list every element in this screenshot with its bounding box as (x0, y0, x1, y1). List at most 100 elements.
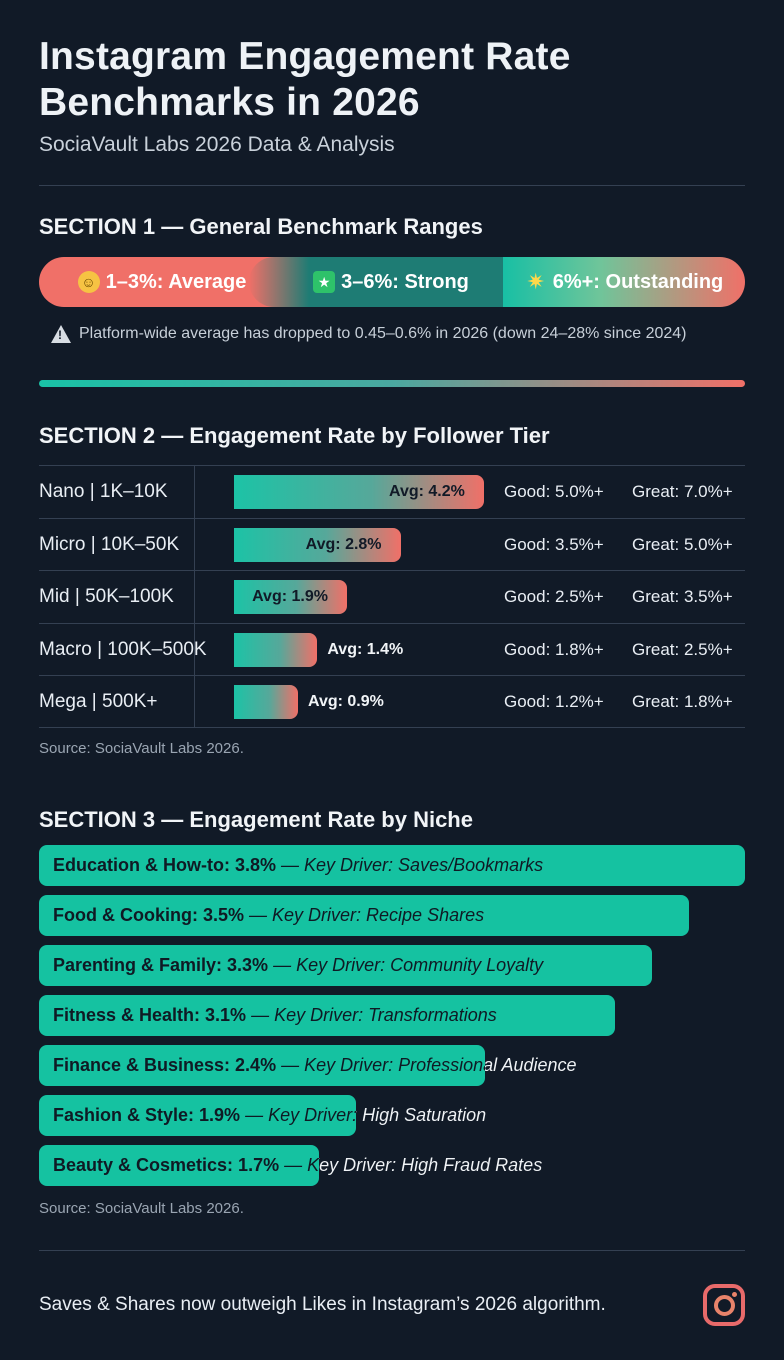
tier-label: Mid | 50K–100K (39, 586, 174, 607)
niche-name-value: Education & How-to: 3.8% (53, 855, 277, 875)
niche-name-value: Finance & Business: 2.4% (53, 1055, 277, 1075)
tier-great-threshold: Great: 3.5%+ (632, 587, 733, 606)
tier-label: Nano | 1K–10K (39, 481, 168, 502)
tier-avg-label: Avg: 4.2% (389, 483, 465, 500)
follower-tier-chart: Nano | 1K–10K Avg: 4.2% Good: 5.0%+ Great: … (39, 465, 745, 728)
niche-driver: Transformations (368, 1005, 497, 1025)
platform-average-note: Platform-wide average has dropped to 0.4… (51, 325, 687, 343)
niche-name-value: Fitness & Health: 3.1% (53, 1005, 247, 1025)
niche-label: Food & Cooking: 3.5% — Key Driver: Recip… (53, 895, 484, 936)
page-title: Instagram Engagement Rate Benchmarks in … (39, 35, 571, 124)
tier-bar (234, 527, 401, 562)
tier-avg-label: Avg: 0.9% (308, 693, 384, 710)
range-strong-label: 3–6%: Strong (341, 270, 469, 293)
niche-row: Education & How-to: 3.8% — Key Driver: S… (39, 845, 745, 895)
niche-driver-prefix: — Key Driver: (276, 855, 399, 875)
tier-good-threshold: Good: 3.5%+ (504, 534, 604, 554)
niche-label: Fashion & Style: 1.9% — Key Driver: High… (53, 1095, 486, 1136)
niche-bar (39, 1045, 485, 1086)
tier-great-threshold: Great: 2.5%+ (632, 639, 733, 659)
range-strong: ★ 3–6%: Strong (249, 257, 503, 307)
glowing-star-icon: ✷ (526, 269, 545, 294)
instagram-logo-icon (703, 1284, 745, 1326)
niche-row: Beauty & Cosmetics: 1.7% — Key Driver: H… (39, 1145, 745, 1195)
niche-row: Fitness & Health: 3.1% — Key Driver: Tra… (39, 995, 745, 1045)
tier-good-threshold: Good: 1.8%+ (504, 639, 604, 659)
tier-label: Micro | 10K–50K (39, 533, 180, 555)
tier-avg-label: Avg: 2.8% (305, 535, 382, 553)
divider (39, 185, 745, 186)
niche-driver-prefix: — Key Driver: (240, 1105, 363, 1125)
niche-driver: High Fraud Rates (401, 1155, 543, 1175)
section-1-heading: SECTION 1 — General Benchmark Ranges (39, 214, 483, 239)
tier-avg-label: Avg: 1.4% (327, 640, 404, 658)
niche-name-value: Food & Cooking: 3.5% (53, 905, 244, 925)
niche-name-value: Fashion & Style: 1.9% (53, 1105, 241, 1125)
tier-row: Mid | 50K–100K Avg: 1.9% Good: 2.5%+ Great:… (39, 570, 745, 623)
smile-emoji-icon: ☺ (77, 271, 100, 293)
tier-chart-axis (194, 465, 195, 728)
tier-good-threshold: Good: 2.5%+ (504, 587, 604, 606)
niche-label: Fitness & Health: 3.1% — Key Driver: Tra… (53, 995, 497, 1036)
niche-label: Beauty & Cosmetics: 1.7% — Key Driver: H… (53, 1145, 542, 1186)
niche-bar (39, 895, 689, 936)
tier-label: Mega | 500K+ (39, 691, 158, 712)
niche-label: Education & How-to: 3.8% — Key Driver: S… (53, 845, 543, 886)
tier-great-threshold: Great: 1.8%+ (632, 692, 733, 711)
tier-row: Mega | 500K+ Avg: 0.9% Good: 1.2%+ Great: 1… (39, 675, 745, 728)
tier-great-threshold: Great: 7.0%+ (632, 482, 733, 501)
benchmark-range-bar: ☺ 1–3%: Average ★ 3–6%: Strong ✷ 6%+: Ou… (39, 257, 745, 307)
niche-driver-prefix: — Key Driver: (268, 955, 391, 975)
tier-bar (234, 685, 298, 719)
niche-bar (39, 1145, 319, 1186)
star-box-icon: ★ (313, 271, 336, 293)
niche-driver: High Saturation (362, 1105, 487, 1125)
page-subtitle: SociaVault Labs 2026 Data & Analysis (39, 133, 395, 156)
tier-row: Macro | 100K–500K Avg: 1.4% Good: 1.8%+ Gre… (39, 622, 745, 676)
warning-icon (51, 325, 71, 343)
tier-label: Macro | 100K–500K (39, 638, 207, 660)
tier-bar (234, 632, 318, 667)
niche-bar (39, 845, 745, 886)
gradient-divider (39, 380, 745, 387)
niche-row: Finance & Business: 2.4% — Key Driver: P… (39, 1045, 745, 1095)
range-average-label: 1–3%: Average (105, 270, 247, 293)
footer-divider (39, 1250, 745, 1251)
tier-great-threshold: Great: 5.0%+ (632, 534, 733, 554)
niche-name-value: Parenting & Family: 3.3% (53, 955, 269, 975)
niche-row: Fashion & Style: 1.9% — Key Driver: High… (39, 1095, 745, 1145)
tier-row: Nano | 1K–10K Avg: 4.2% Good: 5.0%+ Great: … (39, 465, 745, 518)
niche-label: Finance & Business: 2.4% — Key Driver: P… (53, 1045, 577, 1086)
range-outstanding-label: 6%+: Outstanding (552, 270, 724, 293)
niche-bar (39, 1095, 356, 1136)
range-outstanding: ✷ 6%+: Outstanding (503, 257, 745, 307)
tier-bar (234, 580, 348, 614)
niche-bar (39, 995, 615, 1036)
tier-row: Micro | 10K–50K Avg: 2.8% Good: 3.5%+ Great… (39, 517, 745, 571)
tier-avg-label: Avg: 1.9% (252, 588, 328, 605)
platform-average-note-text: Platform-wide average has dropped to 0.4… (79, 325, 687, 342)
tier-good-threshold: Good: 1.2%+ (504, 692, 604, 711)
niche-driver-prefix: — Key Driver: (244, 905, 367, 925)
niche-label: Parenting & Family: 3.3% — Key Driver: C… (53, 945, 543, 986)
niche-chart: Education & How-to: 3.8% — Key Driver: S… (39, 845, 745, 1195)
niche-driver: Community Loyalty (390, 955, 544, 975)
niche-row: Parenting & Family: 3.3% — Key Driver: C… (39, 945, 745, 995)
section-2-source: Source: SociaVault Labs 2026. (39, 740, 244, 757)
range-average: ☺ 1–3%: Average (39, 257, 279, 307)
niche-driver: Recipe Shares (366, 905, 485, 925)
section-3-heading: SECTION 3 — Engagement Rate by Niche (39, 807, 473, 832)
footer-note: Saves & Shares now outweigh Likes in Ins… (39, 1294, 606, 1315)
niche-driver: Saves/Bookmarks (398, 855, 544, 875)
tier-good-threshold: Good: 5.0%+ (504, 482, 604, 501)
tier-bar (234, 475, 484, 509)
niche-name-value: Beauty & Cosmetics: 1.7% (53, 1155, 280, 1175)
niche-bar (39, 945, 652, 986)
section-3-source: Source: SociaVault Labs 2026. (39, 1200, 244, 1217)
niche-driver-prefix: — Key Driver: (279, 1155, 402, 1175)
niche-row: Food & Cooking: 3.5% — Key Driver: Recip… (39, 895, 745, 945)
niche-driver-prefix: — Key Driver: (276, 1055, 399, 1075)
niche-driver: Professional Audience (398, 1055, 577, 1075)
niche-driver-prefix: — Key Driver: (246, 1005, 369, 1025)
section-2-heading: SECTION 2 — Engagement Rate by Follower … (39, 423, 550, 448)
